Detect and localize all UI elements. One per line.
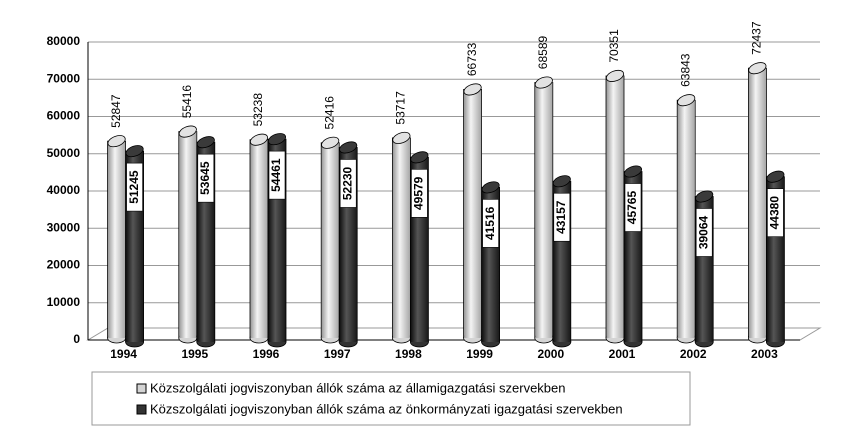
y-tick-label: 40000: [47, 183, 81, 197]
cylinder-top: [766, 170, 785, 183]
data-label-box: [126, 162, 143, 212]
data-label: 44380: [768, 196, 782, 230]
y-tick-label: 0: [73, 332, 80, 346]
data-label: 52847: [109, 94, 123, 128]
data-label: 51245: [127, 170, 141, 204]
data-label: 55416: [180, 85, 194, 119]
cylinder: [534, 76, 554, 344]
cylinder-top: [481, 181, 500, 194]
y-tick-label: 60000: [47, 109, 81, 123]
bar-fill: [677, 100, 695, 339]
cylinder-top: [107, 135, 126, 148]
cylinder-top: [410, 151, 429, 164]
legend-label: Közszolgálati jogviszonyban állók száma …: [150, 401, 623, 416]
data-label: 52230: [340, 166, 354, 200]
cylinder-top: [463, 83, 482, 96]
data-label-box: [695, 208, 713, 257]
data-label: 66733: [465, 42, 479, 76]
cylinder: [463, 83, 483, 344]
y-tick-label: 80000: [47, 34, 81, 48]
cylinder-top: [196, 136, 215, 149]
cylinder-top: [748, 62, 767, 75]
cylinder-top: [534, 76, 553, 89]
legend-marker: [136, 383, 147, 394]
cylinder-top: [623, 165, 643, 178]
data-label: 53238: [251, 93, 265, 127]
legend-box: [91, 371, 691, 426]
cylinder-top: [605, 69, 625, 82]
cylinder: [178, 125, 198, 344]
data-label: 53645: [198, 161, 212, 195]
cylinder: [249, 133, 269, 344]
bar-fill: [535, 82, 553, 338]
data-label-box: [482, 199, 499, 248]
x-tick-label: 1995: [181, 347, 208, 361]
data-label-box: [339, 159, 357, 208]
x-tick-label: 2003: [751, 347, 778, 361]
x-tick-label: 1999: [466, 347, 493, 361]
cylinder-top: [321, 136, 340, 149]
y-tick-label: 20000: [47, 258, 81, 272]
bar-fill: [748, 68, 766, 338]
data-label-box: [411, 169, 428, 218]
data-label: 49579: [412, 176, 426, 210]
y-tick-label: 70000: [47, 71, 81, 85]
bar-fill: [606, 75, 624, 338]
data-label: 39064: [696, 215, 710, 249]
data-label: 43157: [554, 200, 568, 234]
data-label: 52416: [322, 96, 336, 130]
data-label: 70351: [607, 29, 621, 63]
legend-label: Közszolgálati jogviszonyban állók száma …: [150, 380, 566, 395]
data-label-box: [268, 150, 286, 200]
legend-marker: [136, 404, 147, 415]
y-tick-label: 10000: [47, 295, 81, 309]
cylinder: [320, 136, 340, 344]
bar-fill: [108, 141, 126, 338]
data-label: 41516: [483, 206, 497, 240]
bar-fill: [250, 139, 268, 338]
x-tick-label: 2001: [609, 347, 636, 361]
cylinder: [107, 135, 126, 344]
cylinder-top: [125, 145, 144, 158]
cylinder: [605, 69, 625, 344]
bar-fill: [179, 131, 197, 338]
x-tick-label: 2000: [537, 347, 564, 361]
cylinder-top: [249, 133, 269, 146]
data-label: 45765: [625, 191, 639, 225]
cylinder-top: [552, 175, 571, 188]
data-label-box: [553, 192, 571, 242]
cylinder-top: [178, 125, 197, 138]
data-label-box: [197, 153, 215, 203]
cylinder: [676, 94, 696, 344]
cylinder-top: [677, 94, 696, 107]
cylinder-top: [695, 190, 714, 203]
bar-fill: [321, 142, 339, 338]
x-tick-label: 1994: [110, 347, 137, 361]
data-label-box: [767, 188, 784, 237]
x-tick-label: 1996: [253, 347, 280, 361]
y-tick-label: 30000: [47, 220, 81, 234]
x-tick-label: 1998: [395, 347, 422, 361]
x-tick-label: 2002: [680, 347, 707, 361]
data-label: 53717: [394, 91, 408, 125]
x-tick-label: 1997: [324, 347, 351, 361]
bar-fill: [464, 89, 482, 338]
data-label: 54461: [269, 158, 283, 192]
cylinder: [748, 62, 767, 344]
cylinder-top: [392, 131, 411, 144]
bar-fill: [392, 137, 410, 338]
cylinder-top: [267, 133, 287, 146]
data-label-box: [624, 183, 642, 232]
data-label: 63843: [678, 53, 692, 87]
y-tick-label: 50000: [47, 146, 81, 160]
data-label: 68589: [536, 35, 550, 69]
cylinder: [391, 131, 411, 344]
data-label: 72437: [750, 21, 764, 55]
cylinder-top: [339, 141, 358, 154]
